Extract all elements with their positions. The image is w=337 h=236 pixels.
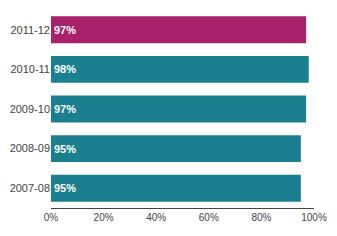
svg-text:97%: 97%	[54, 103, 76, 115]
svg-text:2008-09: 2008-09	[10, 142, 50, 154]
svg-text:100%: 100%	[301, 212, 327, 223]
svg-text:97%: 97%	[54, 24, 76, 36]
svg-text:95%: 95%	[54, 182, 76, 194]
svg-text:0%: 0%	[44, 212, 59, 223]
svg-text:40%: 40%	[146, 212, 166, 223]
svg-text:2011-12: 2011-12	[10, 24, 50, 36]
svg-text:2010-11: 2010-11	[10, 63, 50, 75]
svg-text:2009-10: 2009-10	[10, 103, 50, 115]
svg-text:2007-08: 2007-08	[10, 182, 50, 194]
svg-text:80%: 80%	[251, 212, 271, 223]
svg-text:98%: 98%	[54, 63, 76, 75]
svg-text:60%: 60%	[199, 212, 219, 223]
svg-text:95%: 95%	[54, 143, 76, 155]
svg-text:20%: 20%	[94, 212, 114, 223]
